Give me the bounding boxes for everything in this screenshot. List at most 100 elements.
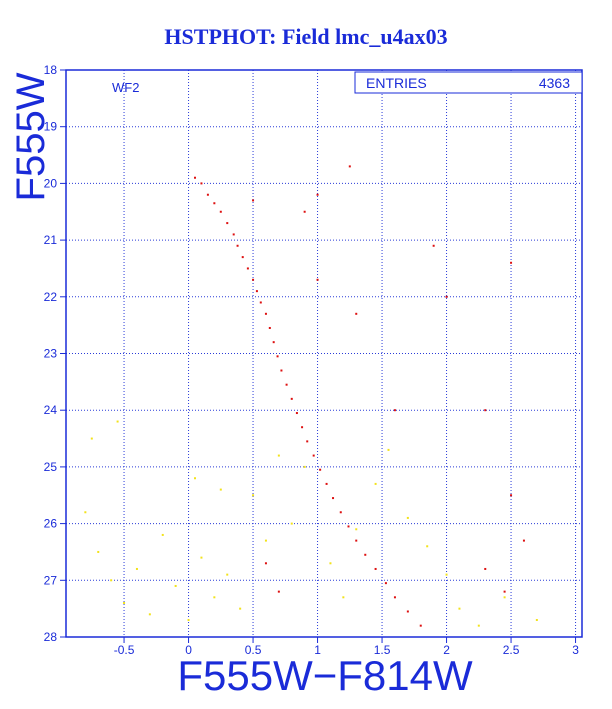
data-point: [232, 233, 235, 236]
data-point: [295, 412, 298, 415]
data-point: [280, 369, 283, 372]
data-point: [255, 290, 258, 293]
series-red-points: [194, 165, 525, 627]
stats-entries-label: ENTRIES: [366, 75, 427, 91]
y-tick-label: 18: [44, 63, 58, 77]
data-point: [426, 545, 429, 548]
data-point: [355, 528, 358, 531]
data-point: [174, 584, 177, 587]
data-point: [226, 222, 229, 225]
data-point: [445, 295, 448, 298]
data-point: [332, 497, 335, 500]
data-point: [219, 488, 222, 491]
data-point: [355, 312, 358, 315]
x-tick-label: -0.5: [114, 643, 135, 657]
series-yellow-points: [84, 420, 538, 627]
data-point: [206, 193, 209, 196]
x-tick-label: 2.5: [503, 643, 520, 657]
chart-title: HSTPHOT: Field lmc_u4ax03: [164, 24, 448, 49]
data-point: [123, 601, 126, 604]
data-point: [148, 613, 151, 616]
x-tick-label: 2: [443, 643, 450, 657]
data-point: [458, 607, 461, 610]
y-axis-label: F555W: [9, 72, 53, 201]
data-point: [285, 383, 288, 386]
data-point: [316, 278, 319, 281]
data-point: [319, 468, 322, 471]
data-point: [236, 244, 239, 247]
data-point: [432, 244, 435, 247]
data-point: [306, 440, 309, 443]
data-point: [264, 539, 267, 542]
data-point: [276, 355, 279, 358]
data-point: [387, 448, 390, 451]
stats-entries-value: 4363: [539, 75, 570, 91]
data-point: [484, 567, 487, 570]
grid-lines: [66, 69, 582, 638]
data-point: [246, 267, 249, 270]
data-point: [503, 590, 506, 593]
data-point: [406, 610, 409, 613]
data-point: [277, 590, 280, 593]
data-point: [272, 341, 275, 344]
data-point: [393, 596, 396, 599]
y-tick-label: 28: [44, 630, 58, 644]
data-point: [393, 409, 396, 412]
data-point: [252, 278, 255, 281]
data-point: [219, 210, 222, 213]
stats-box: ENTRIES 4363: [354, 71, 583, 94]
data-point: [110, 579, 113, 582]
data-point: [194, 176, 196, 179]
data-point: [213, 596, 216, 599]
data-point: [252, 199, 255, 202]
data-point: [384, 582, 387, 585]
data-point: [316, 193, 319, 196]
y-tick-label: 27: [44, 573, 58, 587]
data-point: [342, 596, 345, 599]
x-tick-label: 1: [314, 643, 321, 657]
y-tick-label: 22: [44, 290, 58, 304]
x-axis-ticks: -0.5 0 0.5 1 1.5 2 2.5 3: [114, 637, 579, 657]
data-point: [419, 624, 422, 627]
data-point: [347, 525, 350, 528]
y-tick-label: 19: [44, 120, 58, 134]
data-point: [277, 454, 280, 457]
x-tick-label: 3: [572, 643, 579, 657]
data-point: [290, 522, 293, 525]
data-point: [339, 511, 342, 514]
data-point: [374, 567, 377, 570]
data-point: [301, 426, 304, 429]
data-point: [161, 533, 164, 536]
data-point: [303, 210, 306, 213]
data-point: [364, 553, 367, 556]
data-point: [522, 539, 525, 542]
data-point: [97, 550, 100, 553]
data-point: [510, 261, 513, 264]
data-point: [503, 596, 506, 599]
panel-label: WF2: [112, 80, 139, 95]
data-point: [241, 256, 244, 259]
data-point: [187, 618, 190, 621]
data-point: [264, 562, 267, 565]
data-point: [116, 420, 119, 423]
data-point: [135, 567, 138, 570]
data-point: [252, 494, 255, 497]
y-tick-label: 20: [44, 176, 58, 190]
data-point: [406, 516, 409, 519]
data-point: [200, 556, 203, 559]
x-tick-label: 0.5: [245, 643, 262, 657]
data-point: [329, 562, 332, 565]
y-tick-label: 26: [44, 517, 58, 531]
data-point: [445, 573, 448, 576]
data-point: [84, 511, 87, 514]
data-point: [90, 437, 93, 440]
data-point: [213, 202, 216, 205]
data-point: [484, 409, 487, 412]
data-point: [194, 477, 196, 480]
data-point: [325, 482, 328, 485]
x-axis-label: F555W−F814W: [177, 652, 473, 699]
data-point: [535, 618, 538, 621]
data-point: [268, 326, 271, 329]
